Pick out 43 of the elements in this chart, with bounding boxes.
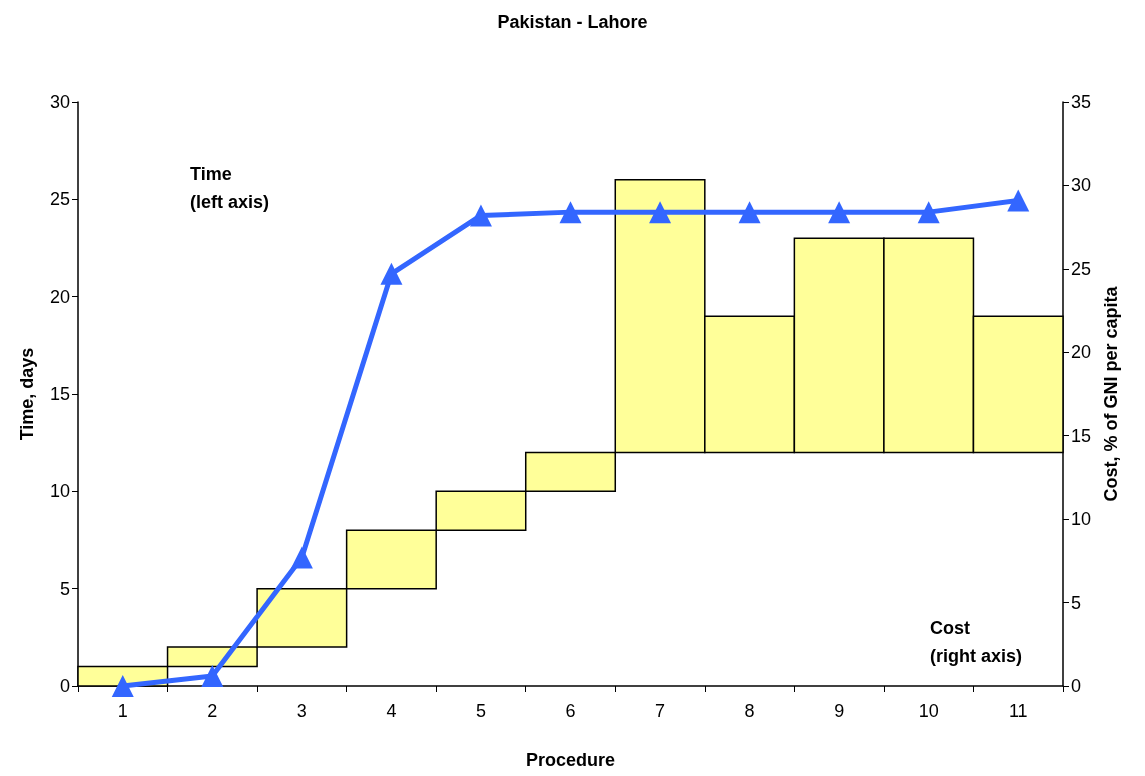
point (1007, 189, 1030, 212)
x-tick-label: 9 (834, 701, 845, 721)
point (917, 201, 940, 224)
y-tick-label: 5 (59, 578, 70, 599)
x-tick-label: 11 (1008, 701, 1028, 721)
y2-tick-label: 5 (1071, 592, 1082, 613)
annotation: Cost (right axis) (930, 618, 1023, 666)
y-tick-label: 20 (49, 286, 70, 307)
x-tick-label: 1 (117, 701, 128, 721)
x-tick-label: 2 (207, 701, 218, 721)
x-tick-label: 10 (918, 701, 939, 721)
x-tick-label: 3 (296, 701, 307, 721)
y2-tick-label: 15 (1071, 425, 1092, 446)
y2-tick-label: 10 (1071, 509, 1092, 530)
y-tick-label: 0 (59, 676, 70, 696)
point (828, 201, 851, 224)
point (380, 262, 403, 285)
y2-tick-label: 20 (1071, 342, 1092, 363)
x-tick-label: 7 (655, 701, 666, 721)
y-tick-label: 30 (49, 92, 70, 112)
y2-tick-label: 25 (1071, 258, 1092, 279)
y-axis-title: Time, days (17, 347, 37, 441)
point (290, 546, 313, 569)
chart-title: Pakistan - Lahore (497, 12, 648, 32)
y-tick-label: 10 (49, 481, 70, 502)
x-axis-title: Procedure (525, 750, 616, 770)
point (559, 201, 582, 224)
annotation: Time (left axis) (190, 164, 270, 212)
y2-tick-label: 30 (1071, 175, 1092, 196)
y2-tick-label: 35 (1071, 92, 1092, 112)
y2-tick-label: 0 (1071, 676, 1082, 696)
y2-axis-title: Cost, % of GNI per capita (1100, 285, 1121, 502)
x-tick-label: 4 (386, 701, 397, 721)
y-tick-label: 25 (49, 189, 70, 210)
x-tick-label: 6 (565, 701, 576, 721)
point (111, 675, 134, 697)
x-tick-label: 5 (475, 701, 486, 721)
point (649, 201, 672, 224)
point (469, 204, 492, 227)
point (738, 201, 761, 224)
x-tick-label: 8 (744, 701, 755, 721)
point (201, 664, 224, 687)
y-tick-label: 15 (49, 384, 70, 404)
